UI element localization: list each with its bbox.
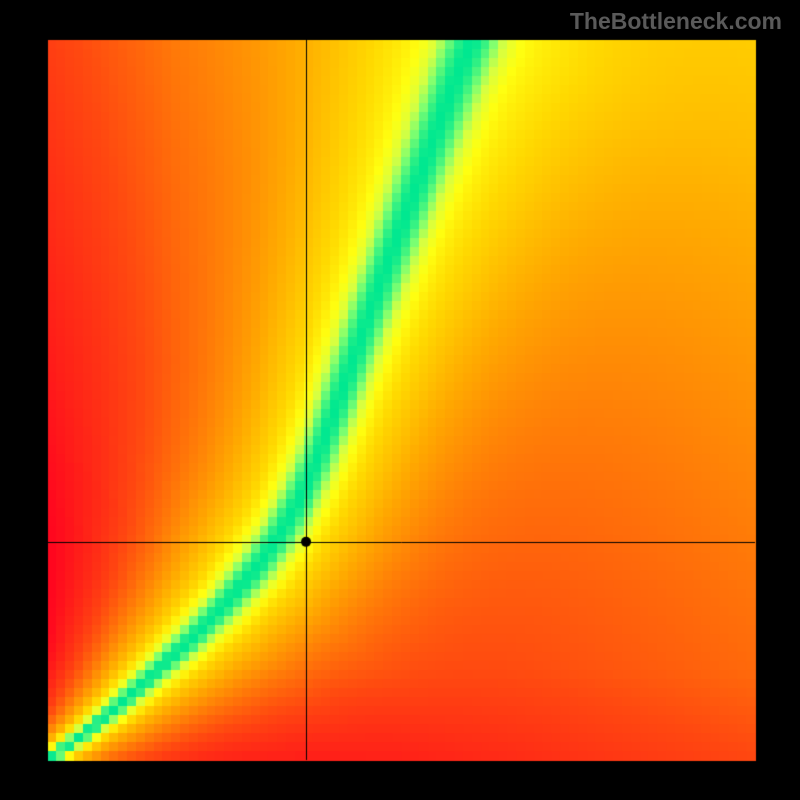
watermark-text: TheBottleneck.com <box>570 8 782 35</box>
chart-container: TheBottleneck.com <box>0 0 800 800</box>
bottleneck-heatmap <box>0 0 800 800</box>
